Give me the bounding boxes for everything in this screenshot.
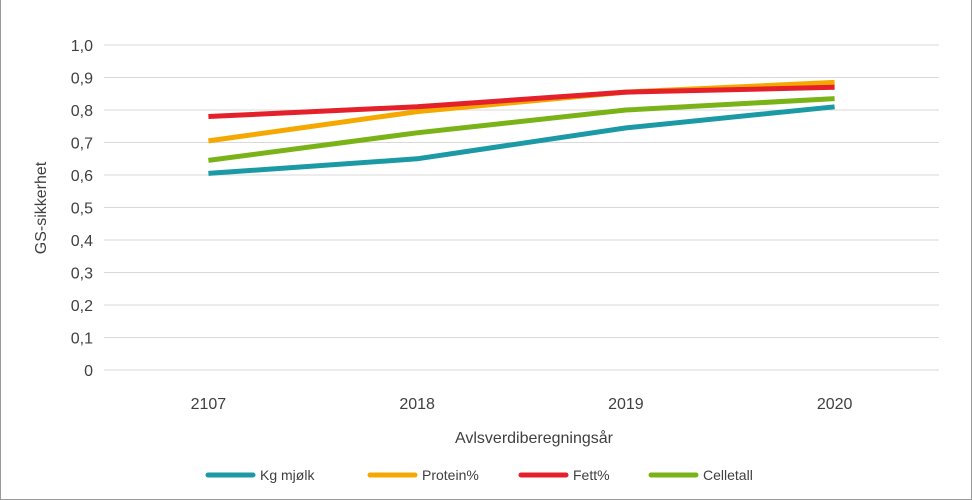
y-tick-label: 0,3: [71, 266, 93, 283]
x-tick-label: 2107: [191, 396, 227, 413]
y-tick-labels: 0 0,1 0,2 0,3 0,4 0,5 0,6 0,7 0,8 0,9 1,0: [71, 38, 93, 380]
legend: Kg mjølk Protein% Fett% Celletall: [205, 467, 753, 483]
y-tick-label: 0,9: [71, 71, 93, 88]
y-axis-title: GS-sikkerhet: [33, 161, 50, 254]
x-tick-labels: 2107 2018 2019 2020: [191, 396, 853, 413]
y-tick-label: 0,6: [71, 168, 93, 185]
series-line-celletall: [208, 96, 835, 163]
x-axis-title: Avlsverdiberegningsår: [455, 429, 614, 447]
y-tick-label: 0,1: [71, 331, 93, 348]
x-tick-label: 2020: [817, 396, 853, 413]
x-tick-label: 2019: [608, 396, 644, 413]
gridlines: [104, 44, 939, 371]
y-tick-label: 0,7: [71, 136, 93, 153]
series-line-fett-: [208, 84, 835, 119]
legend-label: Kg mjølk: [260, 467, 315, 483]
y-tick-label: 0: [84, 363, 93, 380]
y-tick-label: 0,8: [71, 103, 93, 120]
series-lines: [208, 79, 835, 176]
legend-label: Celletall: [703, 467, 753, 483]
y-tick-label: 0,5: [71, 201, 93, 218]
legend-label: Fett%: [573, 467, 610, 483]
y-tick-label: 0,2: [71, 298, 93, 315]
y-tick-label: 0,4: [71, 233, 93, 250]
series-line-kg-mj-lk: [208, 104, 835, 176]
y-tick-label: 1,0: [71, 38, 93, 55]
x-tick-label: 2018: [399, 396, 435, 413]
legend-label: Protein%: [422, 467, 479, 483]
